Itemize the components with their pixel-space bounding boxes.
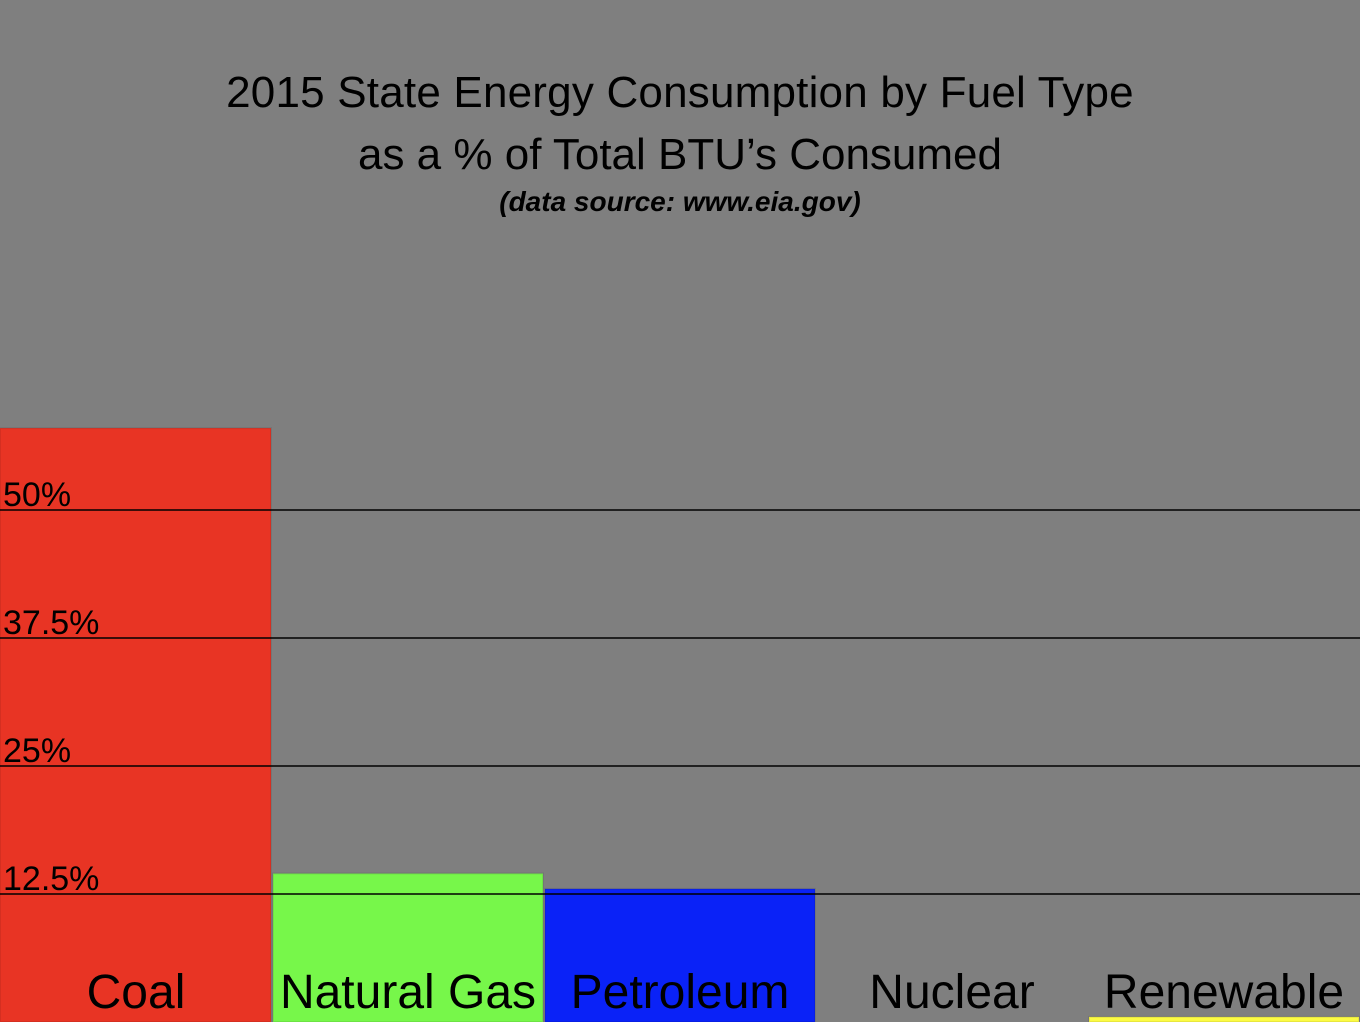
- data-source-note: (data source: www.eia.gov): [499, 186, 861, 217]
- x-category-label: Petroleum: [571, 966, 790, 1019]
- bar-natural-gas: [272, 872, 544, 1022]
- y-tick-label: 12.5%: [3, 860, 99, 898]
- bar-renewable: [1088, 1015, 1360, 1022]
- chart-subtitle: as a % of Total BTU’s Consumed: [357, 130, 1002, 179]
- y-tick-label: 50%: [3, 476, 71, 514]
- x-category-label: Natural Gas: [280, 966, 536, 1019]
- x-category-label: Nuclear: [869, 966, 1034, 1019]
- x-category-label: Coal: [87, 966, 186, 1019]
- bar-coal: [0, 427, 272, 1022]
- x-category-label: Renewable: [1104, 966, 1344, 1019]
- chart-title: 2015 State Energy Consumption by Fuel Ty…: [226, 68, 1134, 117]
- chart-title-block: 2015 State Energy Consumption by Fuel Ty…: [0, 64, 1360, 220]
- y-tick-label: 25%: [3, 732, 71, 770]
- bar-petroleum: [544, 887, 816, 1022]
- y-tick-label: 37.5%: [3, 604, 99, 642]
